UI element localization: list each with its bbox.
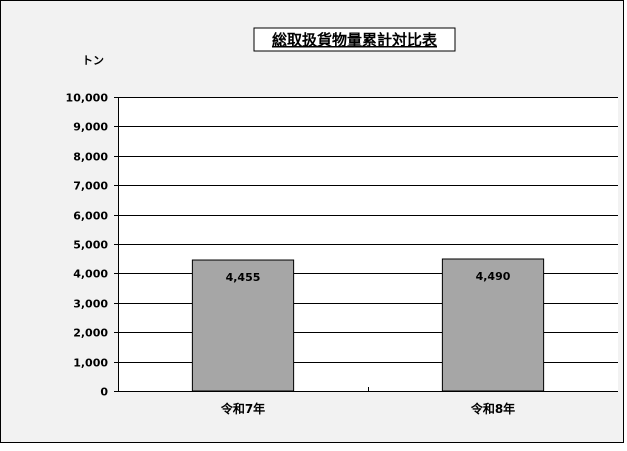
y-tick-label: 10,000 xyxy=(66,92,109,105)
data-label: 4,490 xyxy=(476,270,511,283)
bars xyxy=(191,258,545,392)
y-tick-label: 7,000 xyxy=(73,180,108,193)
bar xyxy=(191,259,295,392)
x-category-label: 令和7年 xyxy=(220,401,265,416)
y-tick-label: 5,000 xyxy=(73,239,108,252)
y-tick-label: 2,000 xyxy=(73,327,108,340)
data-label: 4,455 xyxy=(226,271,261,284)
y-tick-label: 9,000 xyxy=(73,121,108,134)
axes xyxy=(114,97,618,392)
y-tick-label: 4,000 xyxy=(73,268,108,281)
y-tick-label: 3,000 xyxy=(73,298,108,311)
title-box xyxy=(253,27,456,52)
y-tick-label: 0 xyxy=(100,386,108,399)
x-category-label: 令和8年 xyxy=(470,401,515,416)
labels: 0 1,000 2,000 3,000 4,000 5,000 6,000 7,000 8,00… xyxy=(66,92,516,417)
chart-title: 総取扱貨物量累計対比表 xyxy=(272,31,438,49)
y-tick-label: 8,000 xyxy=(73,151,108,164)
bar xyxy=(441,258,545,392)
y-axis-unit-label: トン xyxy=(82,54,104,67)
y-tick-label: 1,000 xyxy=(73,357,108,370)
y-tick-label: 6,000 xyxy=(73,210,108,223)
